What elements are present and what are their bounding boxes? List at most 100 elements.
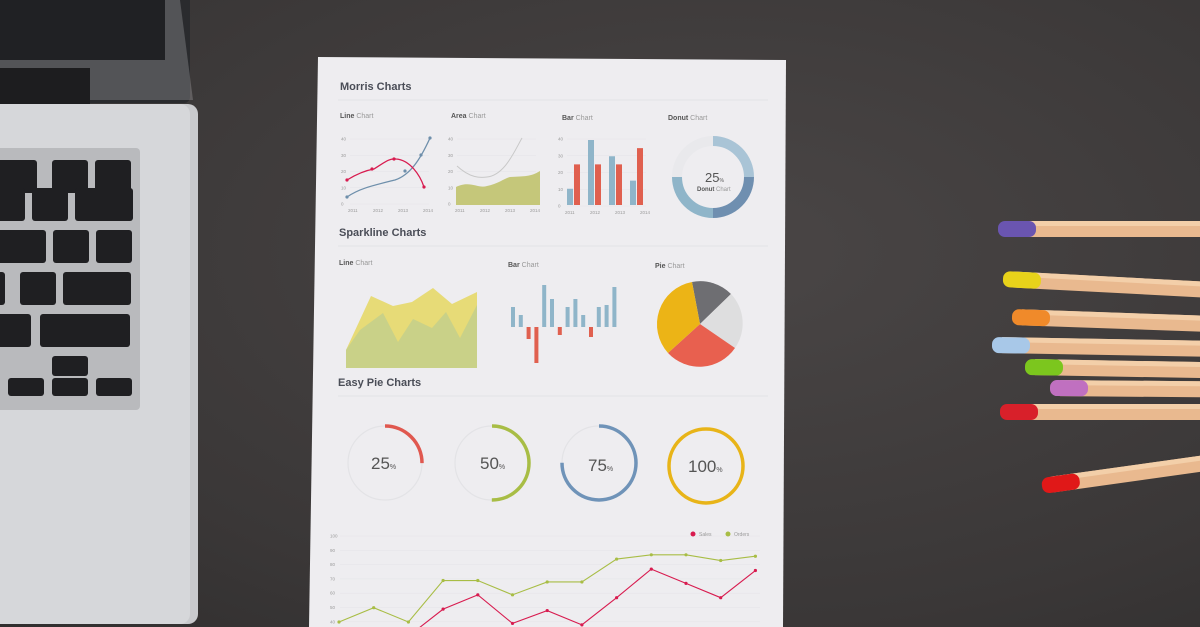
sales-point	[684, 581, 688, 585]
keyboard-key	[53, 230, 89, 263]
legend-orders: Orders	[734, 532, 750, 538]
y-tick-label: 100	[330, 534, 338, 539]
sparkline-line-chart	[346, 288, 477, 368]
y-tick-label: 10	[448, 185, 454, 190]
pencil-tip	[1024, 359, 1064, 376]
pencil-tip	[1011, 309, 1051, 327]
easy-pie-value: 100%	[688, 457, 723, 476]
y-tick-label: 40	[448, 137, 454, 142]
orders-point	[615, 557, 619, 561]
y-tick-label: 0	[341, 202, 344, 207]
sparkline-line-label: Line Chart	[339, 260, 373, 267]
orders-point	[545, 580, 549, 584]
keyboard-key	[20, 272, 56, 305]
keyboard-key	[96, 230, 132, 263]
orders-point	[753, 554, 758, 558]
pie-slice	[668, 324, 735, 367]
sales-point	[580, 623, 584, 627]
sparkline-bar	[518, 315, 523, 327]
keyboard-key	[10, 230, 46, 263]
orders-point	[476, 578, 480, 583]
legend-sales: Sales	[699, 532, 712, 538]
easy-pie-value: 25%	[371, 454, 396, 473]
keyboard-key	[63, 272, 131, 305]
bar-series-a	[567, 188, 573, 205]
sales-point	[545, 608, 549, 613]
sales-point	[649, 567, 653, 571]
y-tick-label: 30	[448, 153, 454, 158]
legend-sales-dot	[690, 531, 696, 537]
mini-chart-axes: 40 30 20 10 0 2011 2012 2013 2014 40 30 20 10 0 2011 20…	[341, 137, 651, 216]
donut-segment	[672, 176, 714, 218]
x-tick-label: 2012	[373, 208, 384, 213]
easy-pie-arc	[346, 424, 424, 502]
sparkline-bar	[526, 327, 531, 339]
keyboard-key	[52, 356, 88, 376]
sparkline-bar	[596, 307, 601, 327]
y-tick-label: 0	[558, 204, 561, 209]
section-title-sparkline: Sparkline Charts	[339, 227, 426, 239]
donut-segment	[712, 136, 754, 178]
x-tick-label: 2014	[530, 208, 541, 213]
y-tick-label: 90	[330, 548, 336, 553]
bar-series-b	[637, 148, 643, 205]
bar-series-a	[609, 156, 615, 205]
orders-point	[684, 553, 688, 557]
y-tick-label: 30	[558, 153, 564, 158]
y-tick-label: 40	[330, 619, 336, 624]
y-tick-label: 0	[448, 202, 451, 207]
bar-series-b	[616, 164, 622, 205]
x-tick-label: 2013	[505, 208, 516, 213]
y-tick-label: 80	[330, 562, 336, 567]
pencil	[1011, 309, 1200, 335]
pencil-tip	[1049, 380, 1089, 397]
pencil-tip	[991, 337, 1031, 354]
y-tick-label: 30	[341, 153, 347, 158]
keyboard-key	[40, 314, 130, 347]
donut-center-label: Donut Chart	[697, 187, 731, 193]
y-tick-label: 60	[330, 591, 336, 596]
keyboard-key	[0, 160, 37, 193]
orders-point	[649, 553, 653, 557]
sparkline-bar-label: Bar Chart	[508, 262, 539, 269]
easy-pie-value: 50%	[480, 454, 505, 473]
sparkline-bar	[557, 327, 562, 335]
sparkline-bar	[550, 299, 554, 327]
donut-segment	[712, 176, 754, 218]
sales-point	[510, 621, 515, 626]
x-tick-label: 2011	[348, 208, 358, 213]
sparkline-bar	[604, 305, 609, 327]
keyboard-key	[95, 160, 131, 193]
keyboard-key	[75, 188, 133, 221]
area-chart-label: Area Chart	[451, 113, 486, 120]
sales-point	[476, 593, 480, 597]
pencil	[1002, 271, 1200, 302]
easy-pie-charts	[346, 424, 745, 505]
pie-slice	[700, 294, 743, 348]
bar-chart-label: Bar Chart	[562, 115, 593, 122]
paper-sheet	[309, 57, 786, 627]
pencil	[1000, 404, 1200, 420]
sales-point	[615, 596, 619, 600]
morris-line-chart	[345, 136, 432, 199]
pencil-tip	[998, 221, 1036, 237]
keyboard-key	[0, 188, 25, 221]
easy-pie-arc	[453, 424, 531, 502]
y-tick-label: 20	[448, 169, 454, 174]
keyboard-keys	[0, 160, 133, 396]
area-fill	[456, 171, 540, 205]
line-series-red	[346, 158, 425, 188]
orders-point	[510, 593, 515, 597]
donut-chart-label: Donut Chart	[668, 115, 707, 122]
keyboard-key	[0, 272, 5, 305]
orders-point	[406, 620, 410, 624]
x-tick-label: 2012	[480, 208, 491, 213]
x-tick-label: 2014	[640, 210, 651, 215]
sparkline-bar	[542, 285, 547, 327]
pencil	[998, 221, 1200, 237]
x-tick-label: 2014	[423, 208, 434, 213]
colored-pencils	[991, 221, 1200, 494]
easy-pie-value: 75%	[588, 456, 613, 475]
x-tick-label: 2011	[455, 208, 465, 213]
